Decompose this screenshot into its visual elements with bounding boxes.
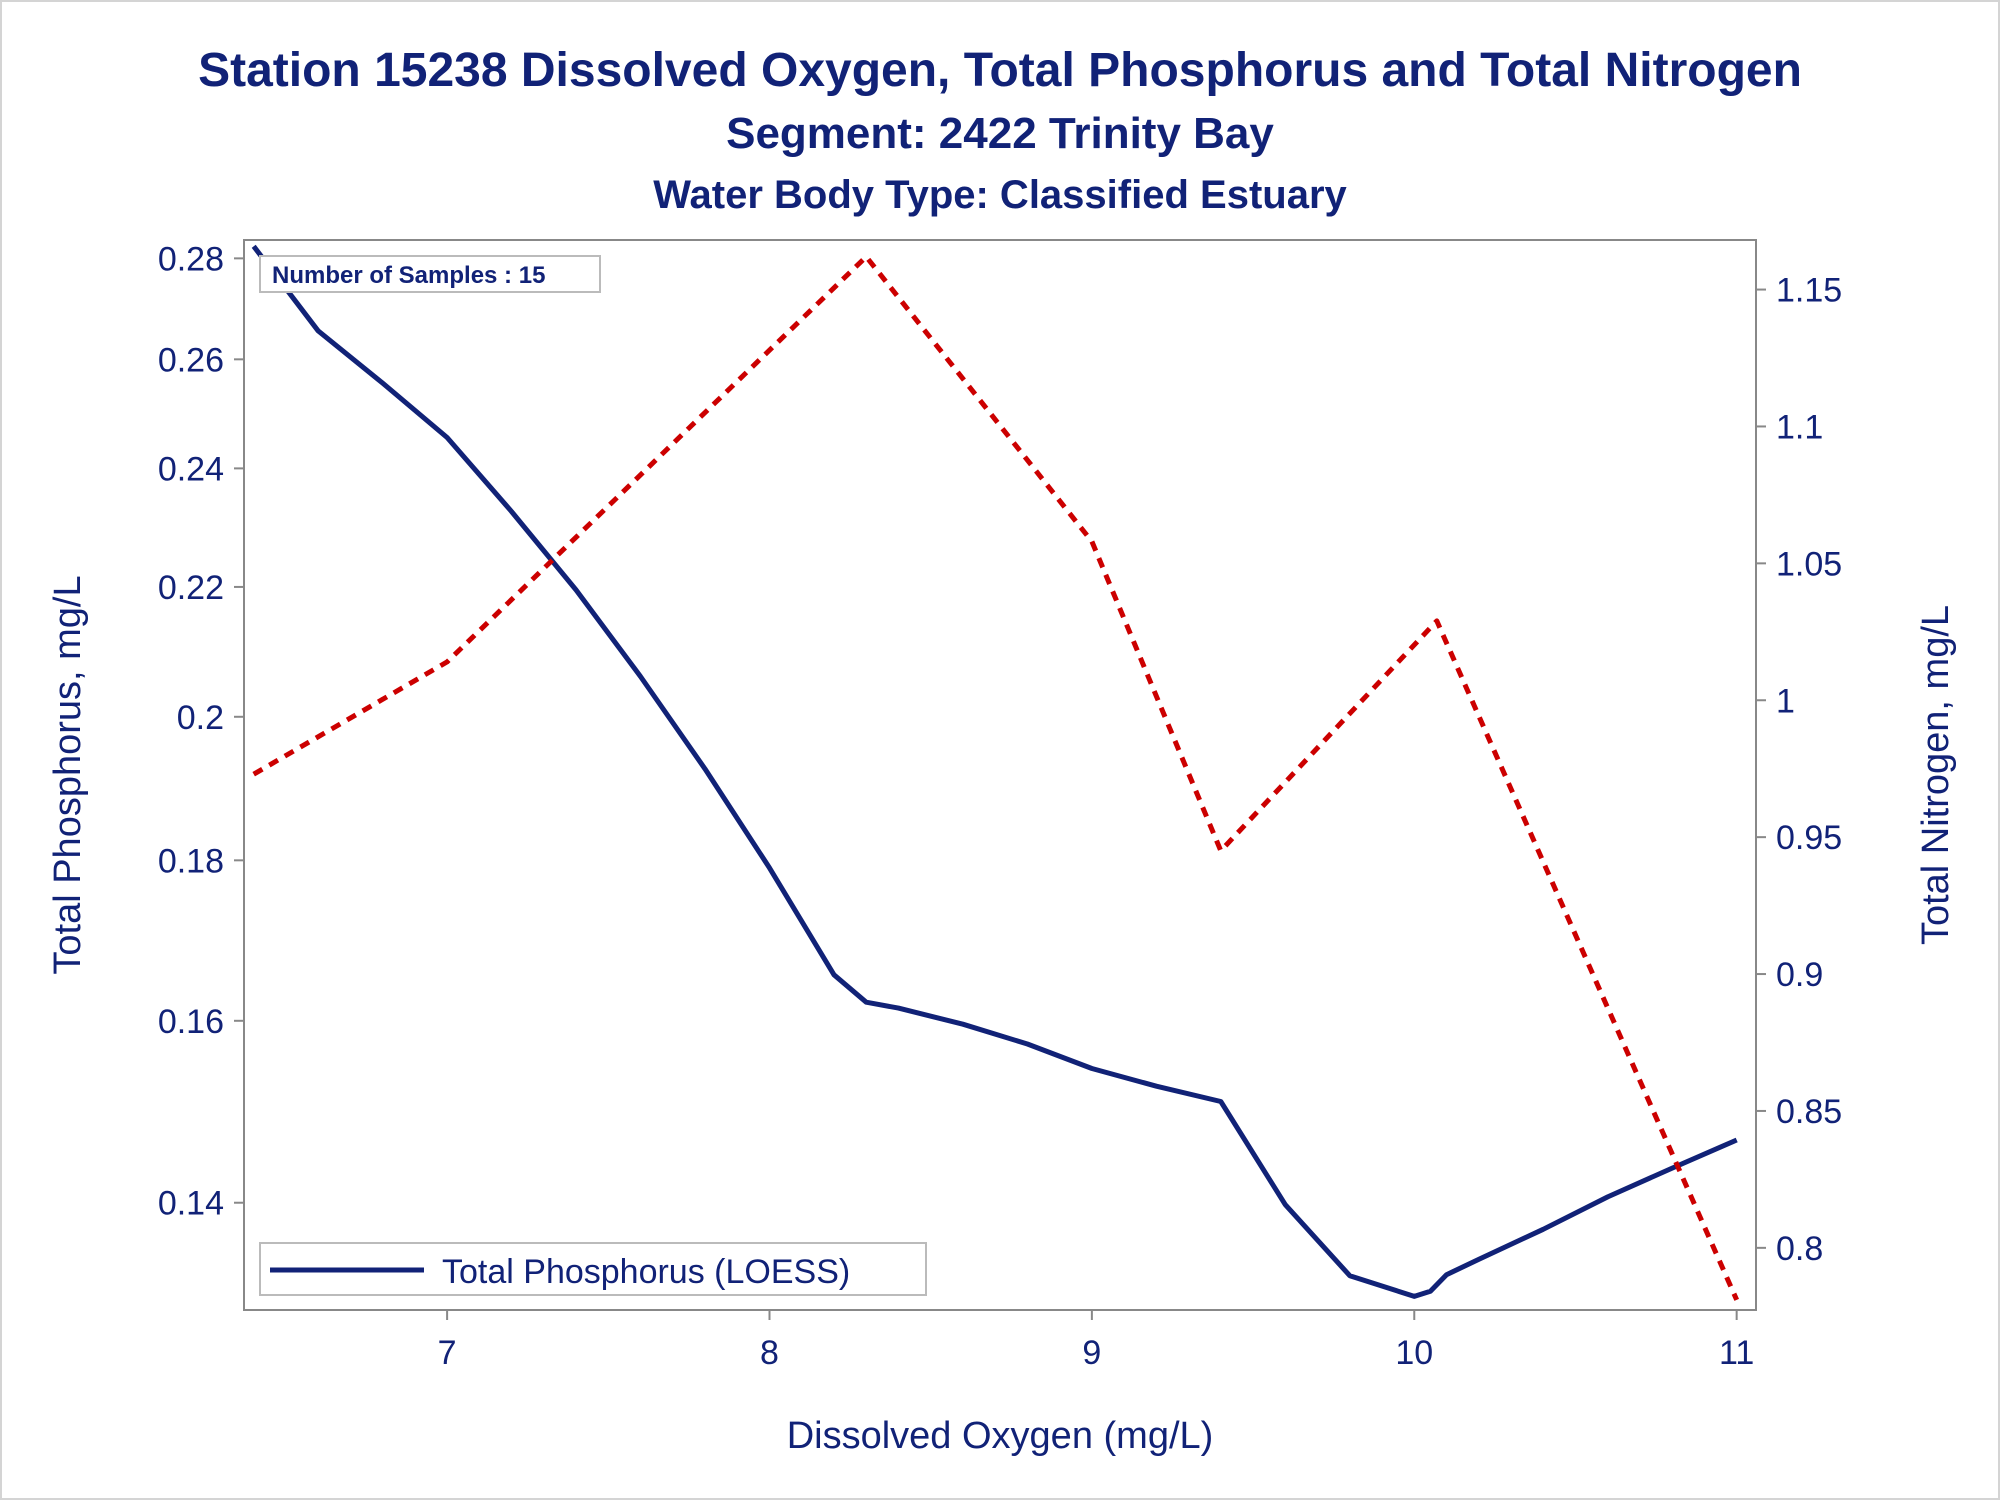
y-left-tick-label: 0.26 [158,341,224,379]
legend: Total Phosphorus (LOESS) [259,1242,927,1296]
y-left-tick-label: 0.28 [158,240,224,278]
y-left-tick-label: 0.18 [158,842,224,880]
plot-frame [243,239,1757,1311]
y-right-tick-label: 0.95 [1776,819,1842,857]
x-tick-label: 11 [1719,1334,1754,1372]
chart-subtitle-2: Water Body Type: Classified Estuary [653,173,1347,217]
y-right-tick-label: 0.8 [1776,1230,1823,1268]
x-tick-label: 10 [1395,1334,1433,1372]
y-right-tick-label: 1.1 [1776,408,1823,446]
x-axis-ticks: 7 8 9 10 11 [438,1310,1754,1372]
y-right-tick-label: 1 [1776,682,1795,720]
nitrogen-dashed-line [252,254,1739,1301]
y-left-tick-label: 0.16 [158,1003,224,1041]
y-right-tick-label: 0.85 [1776,1093,1842,1131]
chart-title: Station 15238 Dissolved Oxygen, Total Ph… [198,44,1802,97]
y-right-axis-ticks: 0.8 0.85 0.9 0.95 1 1.05 1.1 1.15 [1756,272,1842,1268]
samples-annotation-box [259,255,601,293]
x-tick-label: 9 [1082,1334,1101,1372]
x-tick-label: 7 [438,1334,457,1372]
y-left-axis-ticks: 0.14 0.16 0.18 0.2 0.22 0.24 0.26 0.28 [158,240,244,1223]
y-right-tick-label: 1.15 [1776,272,1842,310]
y-right-tick-label: 0.9 [1776,956,1823,994]
samples-annotation-text: Number of Samples : 15 [272,262,545,289]
samples-annotation: Number of Samples : 15 [259,255,601,293]
y-left-tick-label: 0.22 [158,569,224,607]
chart-subtitle: Segment: 2422 Trinity Bay [726,109,1274,158]
y-right-axis-label: Total Nitrogen, mg/L [1915,605,1957,945]
y-left-tick-label: 0.14 [158,1185,224,1223]
y-left-tick-label: 0.24 [158,450,224,488]
series-layer [251,244,1739,1301]
x-axis-label: Dissolved Oxygen (mg/L) [787,1415,1214,1457]
y-right-tick-label: 1.05 [1776,545,1842,583]
phosphorus-loess-line [251,244,1738,1299]
y-left-tick-label: 0.2 [177,699,224,737]
y-left-axis-label: Total Phosphorus, mg/L [47,575,89,974]
x-tick-label: 8 [760,1334,779,1372]
legend-entry-label: Total Phosphorus (LOESS) [442,1253,850,1291]
